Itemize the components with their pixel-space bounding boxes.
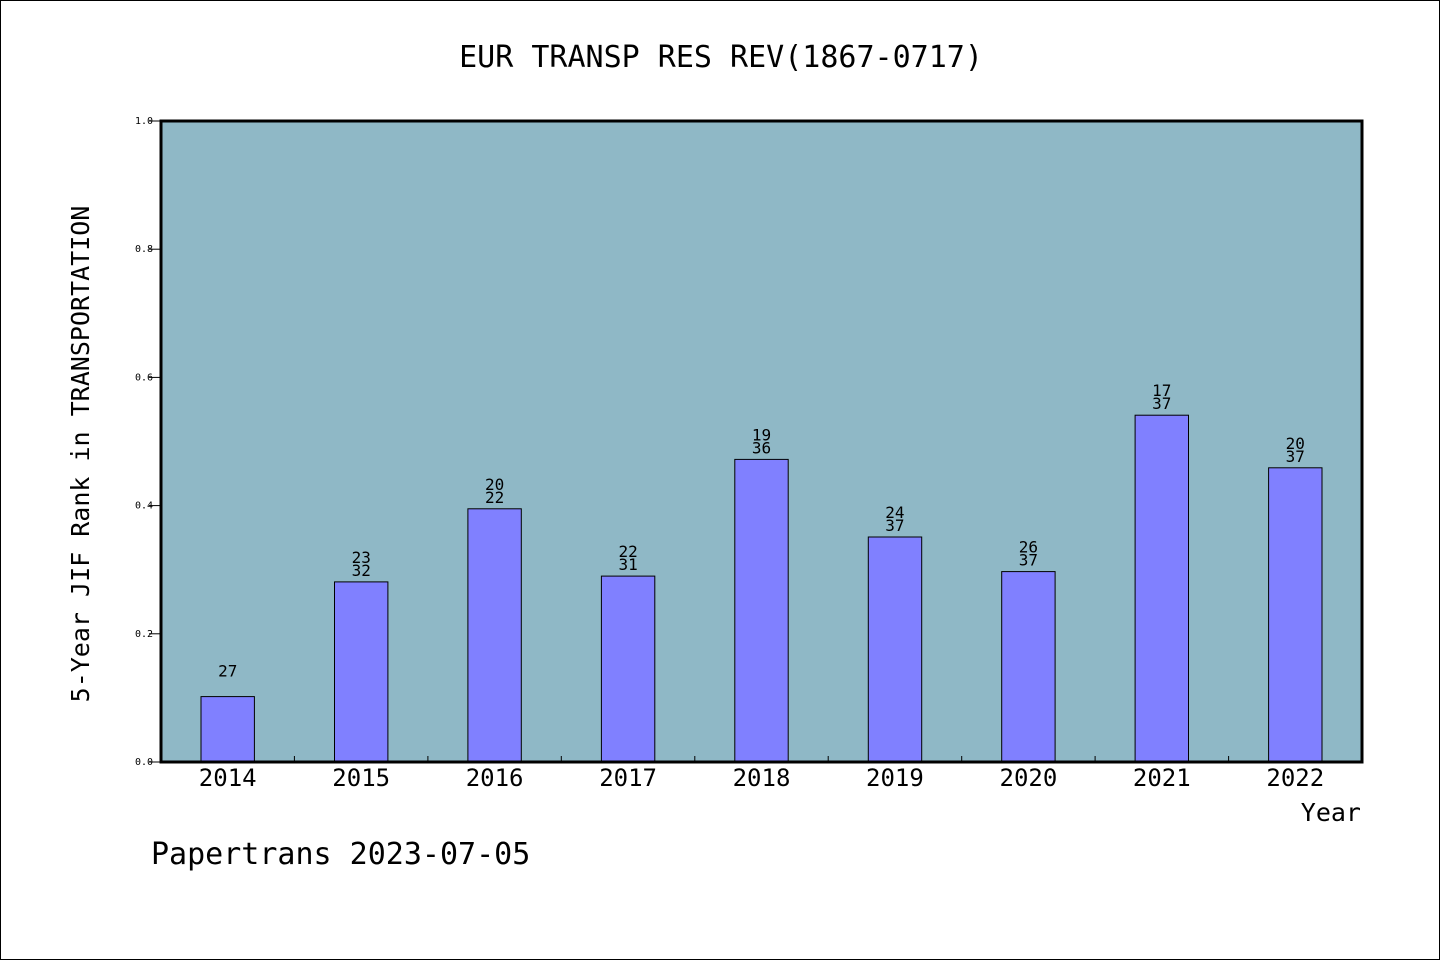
x-tick-label-2020: 2020: [1000, 764, 1058, 792]
x-tick-label-2014: 2014: [199, 764, 257, 792]
y-tick-label: 0.6: [135, 372, 153, 383]
y-axis-label: 5-Year JIF Rank in TRANSPORTATION: [66, 206, 95, 703]
bar-2018: [734, 458, 789, 763]
bar-label-2017-rank: 22: [618, 542, 637, 561]
footer-credit: Papertrans 2023-07-05: [151, 837, 530, 872]
y-axis-ticks: 0.0 0.2 0.4 0.6 0.8 1.0: [135, 116, 161, 768]
bar-label-2019-rank: 24: [885, 503, 904, 522]
bar-label-2015-total: 32: [352, 561, 371, 580]
bar-2020: [1001, 571, 1056, 763]
y-tick-label: 0.8: [135, 244, 153, 255]
bar-label-2022-rank: 20: [1286, 434, 1305, 453]
x-axis-label: Year: [1301, 798, 1361, 827]
bar-label-2018-rank: 19: [752, 425, 771, 444]
bar-label-2021-total: 37: [1152, 394, 1171, 413]
bar-2021: [1134, 414, 1189, 763]
x-tick-label-2015: 2015: [332, 764, 390, 792]
y-tick-label: 1.0: [135, 116, 153, 127]
bar-2022: [1268, 467, 1323, 763]
y-tick-label: 0.2: [135, 629, 153, 640]
bar-2017: [600, 575, 656, 763]
bar-label-2018-total: 36: [752, 438, 771, 457]
x-tick-label-2019: 2019: [866, 764, 924, 792]
x-tick-label-2016: 2016: [466, 764, 524, 792]
bar-label-2019-total: 37: [885, 516, 904, 535]
bar-2019: [867, 536, 923, 763]
bar-label-2022-total: 37: [1286, 447, 1305, 466]
x-axis-ticks: 2014 2015 2016 2017 2018 2019 2020 2021 2022: [199, 756, 1324, 792]
x-tick-label-2017: 2017: [599, 764, 657, 792]
y-tick-label: 0.0: [135, 757, 153, 768]
bar-label-2016-rank: 20: [485, 475, 504, 494]
bar-label-2016-total: 22: [485, 488, 504, 507]
y-tick-label: 0.4: [135, 501, 153, 512]
chart-title: EUR TRANSP RES REV(1867-0717): [459, 40, 983, 75]
bars-layer: [200, 414, 1323, 763]
x-tick-label-2021: 2021: [1133, 764, 1191, 792]
bar-label-2017-total: 31: [618, 555, 637, 574]
bar-label-2020-total: 37: [1019, 551, 1038, 570]
bar-label-2021-rank: 17: [1152, 381, 1171, 400]
plot-border: [159, 119, 1364, 764]
bar-label-2020-rank: 26: [1019, 538, 1038, 557]
x-tick-label-2022: 2022: [1266, 764, 1324, 792]
bar-2014: [200, 696, 255, 763]
bar-2016: [467, 508, 522, 763]
bar-label-2014: 27: [218, 662, 237, 681]
x-tick-label-2018: 2018: [733, 764, 791, 792]
bar-label-2015-rank: 23: [352, 548, 371, 567]
bar-2015: [334, 581, 389, 763]
